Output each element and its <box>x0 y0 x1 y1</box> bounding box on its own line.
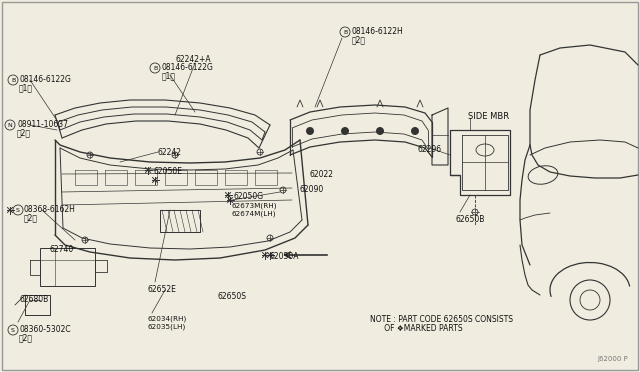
Bar <box>40 248 95 286</box>
Text: 62650B: 62650B <box>455 215 484 224</box>
Text: 62296: 62296 <box>418 145 442 154</box>
Text: S: S <box>16 208 20 212</box>
Text: 62035(LH): 62035(LH) <box>148 323 186 330</box>
Text: 62652E: 62652E <box>148 285 177 294</box>
Text: 08911-10637: 08911-10637 <box>17 120 68 129</box>
Text: （2）: （2） <box>352 35 366 44</box>
Text: J62000 P: J62000 P <box>597 356 628 362</box>
Text: B: B <box>343 29 347 35</box>
Text: 62034(RH): 62034(RH) <box>148 315 188 321</box>
Text: 08146-6122G: 08146-6122G <box>19 75 71 84</box>
Text: S: S <box>11 327 15 333</box>
Text: （1）: （1） <box>19 83 33 92</box>
Text: （1）: （1） <box>162 71 176 80</box>
Text: 08368-6162H: 08368-6162H <box>24 205 76 214</box>
Text: 62673M(RH): 62673M(RH) <box>232 202 278 208</box>
Text: SIDE MBR: SIDE MBR <box>468 112 509 121</box>
Circle shape <box>376 127 384 135</box>
Text: 62050E: 62050E <box>153 167 182 176</box>
Text: 62650S: 62650S <box>218 292 247 301</box>
Text: 62022: 62022 <box>310 170 334 179</box>
Text: 08146-6122G: 08146-6122G <box>162 63 214 72</box>
Text: 08146-6122H: 08146-6122H <box>352 27 404 36</box>
Text: B: B <box>11 77 15 83</box>
Text: N: N <box>8 122 12 128</box>
Text: （2）: （2） <box>17 128 31 137</box>
Text: 62242: 62242 <box>158 148 182 157</box>
Text: （2）: （2） <box>19 333 33 342</box>
Text: （2）: （2） <box>24 213 38 222</box>
Text: 62090: 62090 <box>300 185 324 194</box>
Circle shape <box>306 127 314 135</box>
Text: 62242+A: 62242+A <box>175 55 211 64</box>
Text: 62050A: 62050A <box>270 252 300 261</box>
Text: 08360-5302C: 08360-5302C <box>19 325 70 334</box>
Text: 62674M(LH): 62674M(LH) <box>232 210 276 217</box>
Text: 62050G: 62050G <box>233 192 263 201</box>
Circle shape <box>411 127 419 135</box>
Text: OF ❖MARKED PARTS: OF ❖MARKED PARTS <box>370 324 463 333</box>
Text: 62740: 62740 <box>50 245 74 254</box>
Circle shape <box>341 127 349 135</box>
Text: B: B <box>153 65 157 71</box>
Text: NOTE : PART CODE 62650S CONSISTS: NOTE : PART CODE 62650S CONSISTS <box>370 315 513 324</box>
Text: 62680B: 62680B <box>20 295 49 304</box>
